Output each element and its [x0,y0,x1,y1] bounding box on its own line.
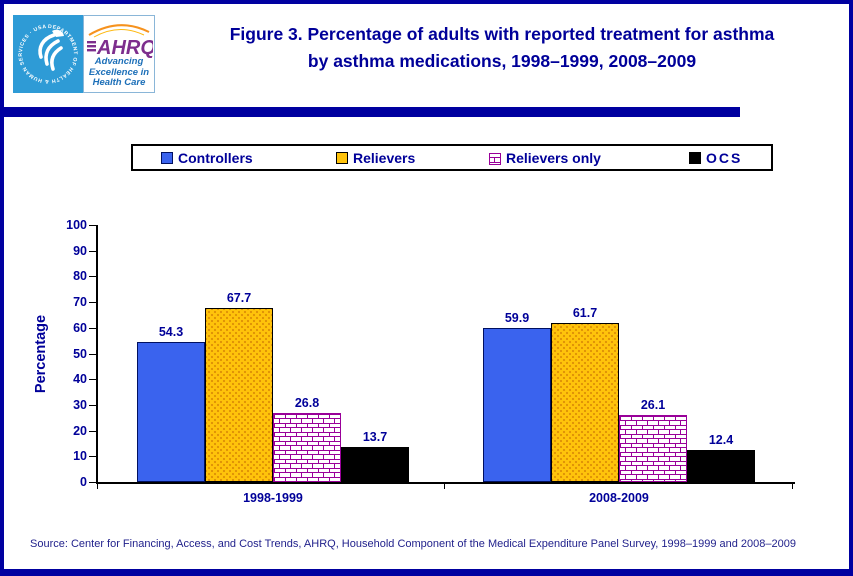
x-tick-mark [444,484,445,489]
legend-label-relievers: Relievers [353,149,416,166]
source-note: Source: Center for Financing, Access, an… [30,538,796,550]
legend-item-relievers-only: Relievers only [489,146,601,169]
y-tick-mark [89,430,96,432]
legend-label-relievers-only: Relievers only [506,149,601,166]
bar-controllers-1998-1999 [137,342,205,482]
ahrq-acronym: AHRQ [96,37,153,58]
tagline-line: Advancing [94,56,144,67]
bar-relievers-2008-2009 [551,323,619,482]
y-tick-label: 70 [73,295,87,310]
bar-value-label: 12.4 [708,433,734,447]
y-tick-mark [89,482,96,483]
figure-title-line1: Figure 3. Percentage of adults with repo… [229,24,775,44]
y-tick-label: 100 [66,218,87,232]
bar-relievers-only-2008-2009 [619,415,687,482]
x-category-label: 1998-1999 [243,491,303,505]
y-tick-mark [89,456,96,458]
y-tick-label: 30 [73,397,87,412]
bar-ocs-2008-2009 [687,450,755,482]
page-border-top [0,0,853,4]
bar-value-label: 13.7 [362,430,388,444]
page-border-right [849,0,853,576]
bar-relievers-only-1998-1999 [273,413,341,482]
legend-swatch-relievers-only [489,152,501,165]
y-tick-mark [89,276,96,278]
tagline-line: Health Care [92,77,146,88]
ahrq-wordmark: AHRQ [87,24,153,58]
header-rule-bar [0,107,740,117]
y-tick-mark [89,353,96,355]
legend-swatch-relievers [336,151,348,164]
bar-value-label: 54.3 [158,325,184,339]
bar-value-label: 26.1 [640,398,666,412]
figure-title-line2: by asthma medications, 1998–1999, 2008–2… [307,51,697,71]
y-tick-mark [89,302,96,304]
x-axis-line [96,482,795,484]
legend-item-ocs: OCS [689,146,742,169]
y-tick-label: 10 [73,449,87,464]
legend-swatch-ocs [689,151,701,164]
arc-icon [88,24,150,36]
ahrq-logo: DEPARTMENT OF HEALTH & HUMAN SERVICES · … [13,15,155,93]
legend-label-ocs: OCS [706,149,743,166]
chart-legend: Controllers Relievers Relievers only OCS [131,144,773,171]
bar-value-label: 61.7 [572,306,598,320]
legend-swatch-controllers [161,151,173,164]
bar-value-label: 67.7 [226,291,252,305]
x-tick-mark [97,484,98,489]
y-tick-label: 90 [73,243,87,258]
x-tick-mark [792,484,793,489]
y-tick-mark [89,404,96,406]
legend-label-controllers: Controllers [178,149,253,166]
y-tick-label: 40 [73,372,87,387]
bar-controllers-2008-2009 [483,328,551,482]
x-category-label: 2008-2009 [589,491,649,505]
legend-item-relievers: Relievers [336,146,415,169]
page-border-left [0,0,4,576]
figure-title: Figure 3. Percentage of adults with repo… [160,21,844,75]
y-tick-mark [89,225,96,226]
hhs-eagle-icon: DEPARTMENT OF HEALTH & HUMAN SERVICES · … [18,24,77,84]
y-tick-label: 50 [73,346,87,361]
hhs-seal: DEPARTMENT OF HEALTH & HUMAN SERVICES · … [13,15,83,93]
ahrq-wordmark-box: AHRQ Advancing Excellence in Health Care [83,15,155,93]
bar-ocs-1998-1999 [341,447,409,482]
bar-value-label: 59.9 [504,311,530,325]
y-tick-mark [89,379,96,381]
y-axis-line [96,225,98,484]
footer-bar [0,569,853,576]
y-tick-label: 20 [73,423,87,438]
y-tick-label: 60 [73,320,87,335]
ahrq-tagline: Advancing Excellence in Health Care [88,56,150,89]
y-tick-label: 80 [73,269,87,284]
y-tick-label: 0 [80,475,87,489]
bar-relievers-1998-1999 [205,308,273,482]
tagline-line: Excellence in [88,66,150,78]
legend-item-controllers: Controllers [161,146,253,169]
y-tick-mark [89,327,96,329]
bar-value-label: 26.8 [294,396,320,410]
y-tick-mark [89,250,96,252]
